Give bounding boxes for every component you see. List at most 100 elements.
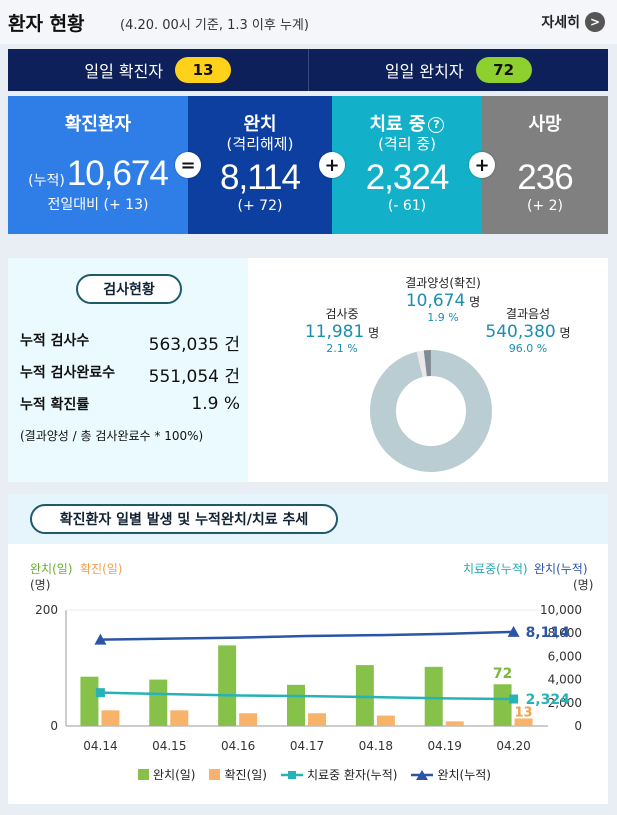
treating-box: 치료 중? (격리 중) 2,324 (- 61): [332, 96, 482, 234]
right-axis-unit: (명): [573, 578, 593, 592]
x-tick-label: 04.18: [359, 739, 393, 753]
right-tick-label: 2,000: [548, 696, 582, 710]
released-label: 완치: [243, 114, 277, 135]
point-released-cumulative: [507, 625, 520, 637]
daily-recovered-label: 일일 완치자: [384, 62, 464, 81]
confirmed-box: 확진환자 (누적) 10,674 전일대비 (+ 13): [8, 96, 188, 234]
negative-pct: 96.0 %: [508, 342, 548, 355]
right-tick-label: 8,000: [548, 626, 582, 640]
line-treating: [100, 691, 514, 701]
point-treating: [509, 694, 519, 704]
test-donut-chart: [370, 350, 492, 472]
confirmed-label: 확진환자: [64, 114, 132, 135]
bar-confirmed-daily: [514, 718, 533, 726]
treating-label: 치료 중: [369, 114, 426, 135]
bar-confirmed-daily: [376, 715, 395, 726]
bar-confirmed-daily: [239, 713, 258, 726]
plus-icon: +: [319, 152, 345, 178]
positivity-note: (결과양성 / 총 검사완료수 * 100%): [20, 429, 204, 443]
x-tick-label: 04.20: [496, 739, 530, 753]
legend-item: 완치(누적): [411, 766, 491, 783]
bar-confirmed-daily: [445, 721, 464, 726]
x-tick-label: 04.15: [152, 739, 186, 753]
stat-label: 누적 검사수: [20, 333, 90, 349]
bar-released-daily: [80, 676, 99, 726]
bar-confirmed-daily: [308, 713, 326, 726]
confirmed-diff: 전일대비 (+ 13): [47, 197, 149, 213]
negative-value: 540,380: [485, 322, 556, 342]
right-axis-label-b: 완치(누적): [534, 562, 588, 576]
test-status-panel: 검사현황 누적 검사수 563,035 건 누적 검사완료수 551,054 건…: [8, 258, 608, 482]
left-axis-label-a: 완치(일): [30, 562, 72, 576]
x-tick-label: 04.19: [428, 739, 462, 753]
donut-label-testing: 검사중 11,981 명 2.1 %: [292, 305, 392, 355]
stat-row: 누적 검사수 563,035 건: [20, 330, 240, 355]
left-tick-label: 200: [35, 603, 58, 617]
right-tick-label: 0: [574, 719, 582, 733]
deaths-box: 사망 236 (+ 2): [482, 96, 608, 234]
stat-value: 1.9 %: [191, 394, 240, 414]
treating-diff: (- 61): [387, 198, 427, 214]
legend-swatch: [138, 769, 149, 780]
daily-confirmed-badge: 13: [175, 57, 232, 83]
page-title: 환자 현황: [8, 13, 85, 35]
chevron-right-icon: >: [585, 12, 605, 32]
help-icon[interactable]: ?: [428, 116, 445, 133]
released-diff: (+ 72): [237, 198, 283, 214]
point-treating: [95, 688, 105, 698]
legend-label: 완치(일): [153, 768, 196, 782]
totals-boxes: 확진환자 (누적) 10,674 전일대비 (+ 13) 완치 (격리해제) 8…: [8, 96, 608, 234]
testing-value: 11,981: [304, 322, 365, 342]
donut-label-positive: 결과양성(확진) 10,674 명 1.9 %: [383, 274, 503, 324]
page-subtitle: (4.20. 00시 기준, 1.3 이후 누계): [120, 18, 309, 33]
daily-summary: 일일 확진자 13 일일 완치자 72: [8, 49, 608, 91]
testing-pct: 2.1 %: [326, 342, 358, 355]
testing-label: 검사중: [325, 307, 359, 321]
trend-panel: 확진환자 일별 발생 및 누적완치/치료 추세 완치(일) 확진(일) (명) …: [8, 494, 608, 804]
right-tick-label: 10,000: [540, 603, 582, 617]
testing-unit: 명: [368, 326, 380, 340]
x-tick-label: 04.14: [83, 739, 117, 753]
x-tick-label: 04.17: [290, 739, 324, 753]
released-sublabel: (격리해제): [226, 135, 294, 153]
left-axis-unit: (명): [30, 578, 50, 592]
donut-slice-negative: [370, 350, 492, 472]
bar-confirmed-daily: [101, 710, 120, 726]
label-last-released-daily: 72: [493, 666, 512, 682]
plus-icon: +: [469, 152, 495, 178]
bar-released-daily: [424, 666, 443, 726]
stat-row: 누적 확진률 1.9 %: [20, 394, 240, 414]
header-bar: 환자 현황 (4.20. 00시 기준, 1.3 이후 누계) 자세히 >: [0, 0, 617, 44]
stat-value: 551,054 건: [148, 367, 240, 387]
positive-unit: 명: [469, 295, 481, 309]
confirmed-value: 10,674: [66, 154, 169, 193]
test-status-title: 검사현황: [76, 274, 182, 304]
details-label: 자세히: [541, 15, 580, 31]
trend-header: 확진환자 일별 발생 및 누적완치/치료 추세: [8, 494, 608, 544]
stat-label: 누적 확진률: [20, 397, 90, 413]
daily-recovered-badge: 72: [475, 57, 532, 83]
deaths-label: 사망: [528, 114, 562, 135]
released-value: 8,114: [220, 158, 301, 197]
trend-chart: 완치(일) 확진(일) (명) 치료중(누적) 완치(누적) (명) 0 200 0…: [30, 562, 593, 753]
right-tick-label: 6,000: [548, 649, 582, 663]
trend-title: 확진환자 일별 발생 및 누적완치/치료 추세: [30, 504, 338, 534]
bar-released-daily: [218, 645, 237, 726]
legend-label: 치료중 환자(누적): [306, 768, 398, 782]
trend-legend: 완치(일) 확진(일) 치료중 환자(누적) 완치(누적): [138, 766, 491, 783]
confirmed-prefix: (누적): [28, 173, 65, 189]
right-axis-label-a: 치료중(누적): [463, 562, 528, 576]
x-tick-label: 04.16: [221, 739, 255, 753]
test-stats: 검사현황 누적 검사수 563,035 건 누적 검사완료수 551,054 건…: [8, 258, 248, 482]
legend-label: 완치(누적): [437, 768, 491, 782]
treating-sublabel: (격리 중): [378, 135, 436, 153]
details-button[interactable]: 자세히 >: [541, 12, 605, 32]
left-axis-label-b: 확진(일): [80, 562, 122, 576]
legend-swatch: [280, 770, 303, 779]
legend-swatch: [411, 769, 434, 780]
point-released-cumulative: [94, 633, 107, 645]
bar-released-daily: [493, 684, 512, 726]
negative-label: 결과음성: [505, 307, 551, 321]
deaths-diff: (+ 2): [526, 198, 563, 214]
daily-confirmed-label: 일일 확진자: [84, 62, 164, 81]
